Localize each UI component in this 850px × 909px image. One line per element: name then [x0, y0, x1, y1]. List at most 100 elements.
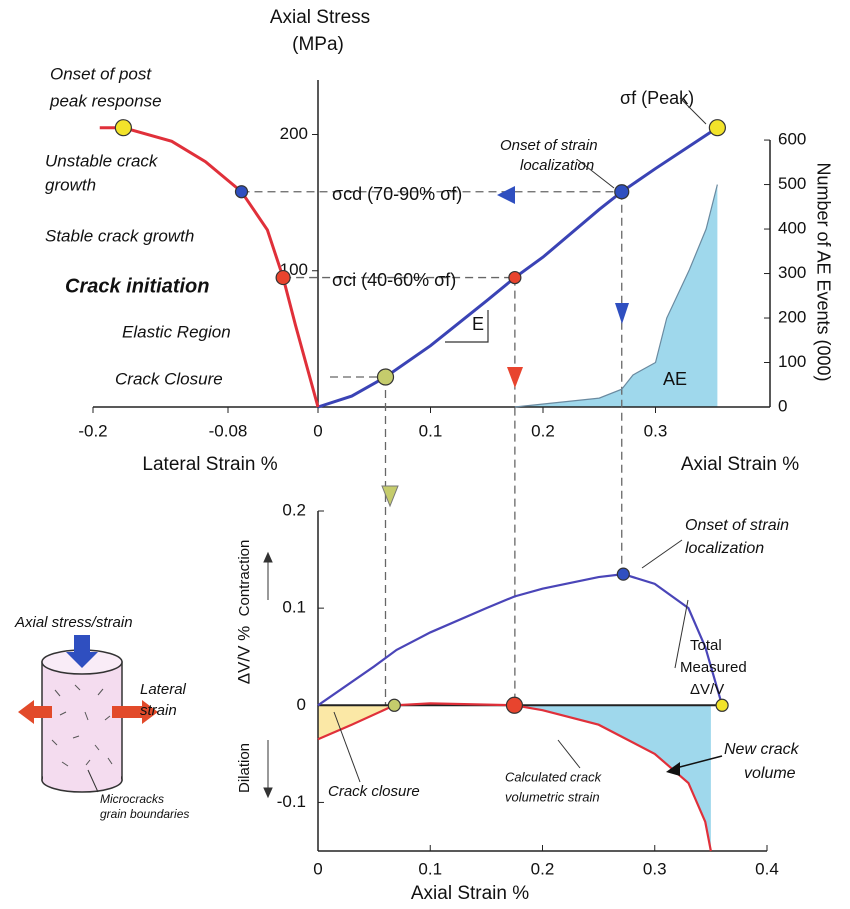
- lateral-arrow-left: [18, 700, 52, 724]
- annotation: Measured: [680, 659, 747, 676]
- annotation: Axial Strain %: [411, 883, 529, 904]
- pointer: [381, 485, 399, 508]
- pointer: [507, 367, 523, 388]
- point-marker: [614, 184, 630, 200]
- leader: [333, 711, 361, 783]
- y2-tick-label: 600: [778, 130, 806, 149]
- annotation: Onset of strain: [685, 517, 789, 534]
- annotation: volume: [744, 765, 796, 782]
- point-marker: [708, 119, 726, 137]
- annotation: Crack initiation: [65, 275, 209, 297]
- x-tick-label: 0: [313, 859, 322, 878]
- y-tick-label: 0: [297, 695, 306, 714]
- data-line: [99, 126, 320, 408]
- microcracks: [51, 684, 113, 767]
- annotation: peak response: [49, 91, 162, 110]
- annotation: Axial stress/strain: [14, 614, 133, 631]
- annotation: Crack Closure: [115, 369, 223, 388]
- annotation: Axial Stress: [270, 7, 370, 28]
- annotation: Microcracks: [100, 792, 164, 806]
- point-marker: [234, 185, 249, 199]
- x-tick-label: -0.08: [209, 421, 248, 440]
- annotation: ΔV/V: [690, 681, 724, 698]
- annotation: (MPa): [292, 34, 344, 55]
- annotation: localization: [685, 540, 764, 557]
- x-tick-label: 0: [313, 421, 322, 440]
- specimen: [18, 635, 158, 793]
- annotation: E: [472, 314, 484, 334]
- annotation: Axial Strain %: [681, 454, 799, 475]
- x-tick-label: 0.1: [418, 859, 442, 878]
- y-tick-label: -0.1: [277, 792, 306, 811]
- leader: [641, 539, 683, 569]
- leader: [675, 755, 723, 769]
- annotation: AE: [663, 369, 687, 389]
- cylinder-fill: [43, 662, 121, 780]
- y2-axis-label: Number of AE Events (000): [813, 162, 833, 381]
- axial-arrow: [66, 635, 98, 668]
- annotation: Stable crack growth: [45, 226, 194, 245]
- point-marker: [505, 696, 524, 714]
- point-marker: [715, 698, 729, 712]
- pointer: [666, 762, 680, 776]
- annotation: New crack: [724, 741, 800, 758]
- x-tick-label: 0.1: [419, 421, 443, 440]
- y-tick-label: 0.2: [282, 500, 306, 519]
- annotation: localization: [520, 157, 594, 174]
- x-tick-label: 0.3: [644, 421, 668, 440]
- annotation: Lateral: [140, 681, 187, 698]
- data-line: [317, 702, 712, 852]
- ae-area-fill: [514, 184, 718, 407]
- annotation: Lateral Strain %: [142, 454, 277, 475]
- annotation: Elastic Region: [122, 322, 231, 341]
- x-tick-label: 0.2: [531, 421, 555, 440]
- leader: [679, 97, 707, 125]
- annotation: volumetric strain: [505, 789, 600, 804]
- new-crack-volume-fill: [514, 705, 711, 851]
- y-tick-label: 0.1: [282, 598, 306, 617]
- point-marker: [275, 269, 291, 286]
- annotation: Total: [690, 637, 722, 654]
- annotation: σcd (70-90% σf): [332, 184, 462, 204]
- pointer: [615, 303, 629, 324]
- modulus-triangle: [445, 310, 489, 343]
- point-marker: [508, 270, 522, 285]
- y2-tick-label: 400: [778, 219, 806, 238]
- annotation: strain: [140, 702, 177, 719]
- leader: [674, 599, 689, 669]
- annotation: growth: [45, 175, 96, 194]
- y2-tick-label: 0: [778, 396, 787, 415]
- data-line: [317, 573, 724, 707]
- annotation: Crack closure: [328, 783, 420, 800]
- annotation: σf (Peak): [620, 88, 694, 108]
- y2-tick-label: 200: [778, 308, 806, 327]
- leader: [87, 769, 99, 793]
- direction-arrows: [263, 551, 273, 799]
- point-marker: [376, 368, 395, 386]
- point-marker: [114, 119, 132, 137]
- annotation: Unstable crack: [45, 151, 159, 170]
- leader: [577, 159, 615, 189]
- lateral-arrow-right: [112, 700, 158, 724]
- y2-tick-label: 100: [778, 352, 806, 371]
- y-axis-label: ΔV/V %: [234, 626, 253, 685]
- point-marker: [387, 698, 401, 712]
- data-line: [514, 184, 718, 408]
- annotation: Onset of post: [50, 64, 152, 83]
- annotation: Onset of strain: [500, 137, 598, 154]
- annotation: grain boundaries: [100, 807, 189, 821]
- leader: [557, 739, 581, 769]
- y2-tick-label: 300: [778, 263, 806, 282]
- y2-tick-label: 500: [778, 174, 806, 193]
- annotation: Calculated crack: [505, 769, 603, 784]
- x-tick-label: 0.3: [643, 859, 667, 878]
- y-tick-label: 200: [280, 124, 308, 143]
- pointer: [497, 186, 515, 204]
- y-arrow-label: Dilation: [236, 743, 253, 793]
- x-tick-label: 0.2: [531, 859, 555, 878]
- annotation: σci (40-60% σf): [332, 270, 456, 290]
- x-tick-label: 0.4: [755, 859, 779, 878]
- y-arrow-label: Contraction: [236, 540, 253, 617]
- point-marker: [616, 567, 630, 581]
